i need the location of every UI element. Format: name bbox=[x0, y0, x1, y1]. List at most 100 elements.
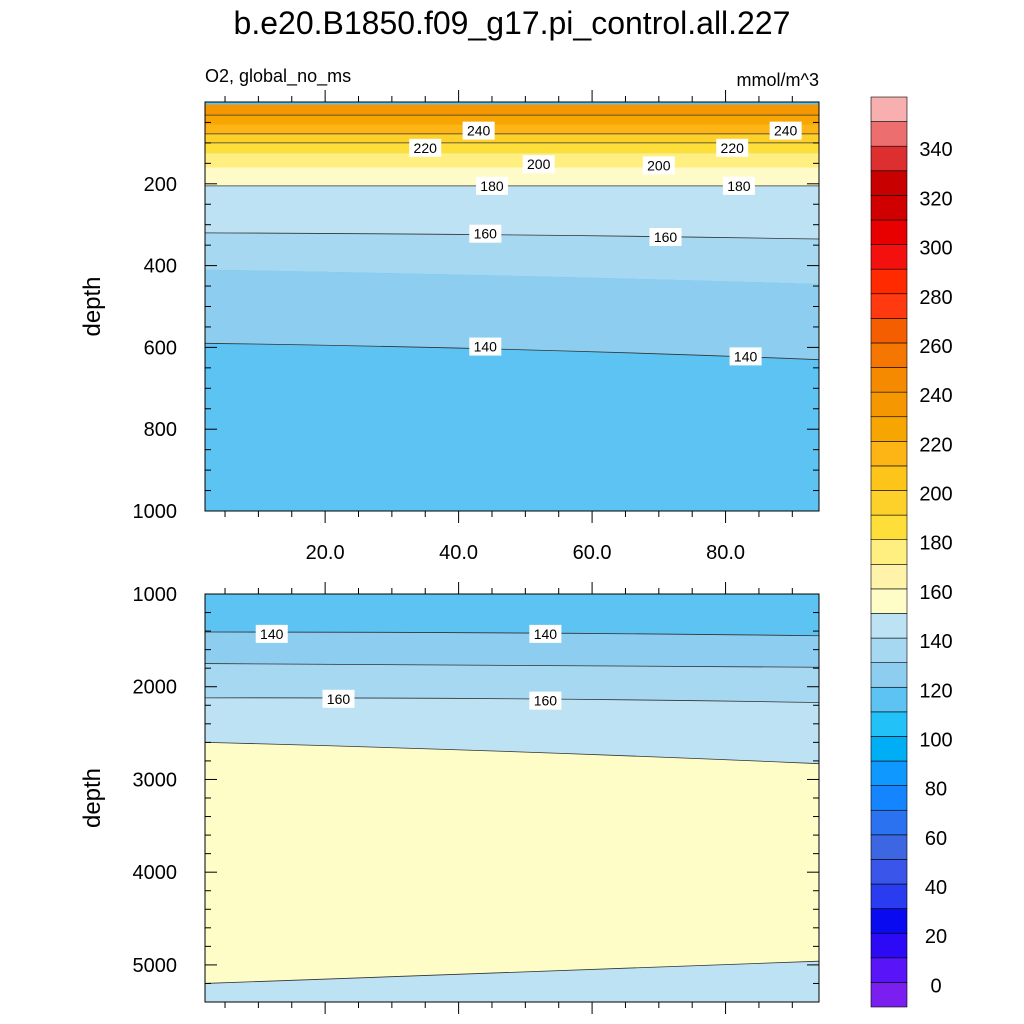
colorbar-swatch bbox=[870, 367, 908, 393]
contour-label: 220 bbox=[716, 138, 749, 157]
contour-band bbox=[205, 697, 819, 764]
colorbar-swatch bbox=[870, 588, 908, 614]
svg-text:240: 240 bbox=[467, 123, 491, 139]
contour-label: 140 bbox=[255, 624, 288, 643]
contour-band bbox=[205, 185, 819, 240]
svg-text:240: 240 bbox=[774, 123, 798, 139]
colorbar-swatch bbox=[870, 760, 908, 786]
colorbar-swatch bbox=[870, 268, 908, 295]
svg-text:160: 160 bbox=[534, 693, 558, 709]
y-axis-label: depth bbox=[79, 276, 106, 336]
contour-line-150 bbox=[205, 663, 819, 668]
y-tick-label: 1000 bbox=[133, 501, 178, 523]
contour-band bbox=[205, 104, 819, 116]
colorbar-swatch bbox=[870, 859, 908, 885]
colorbar-swatch bbox=[870, 195, 908, 221]
colorbar-swatch bbox=[870, 613, 908, 639]
contour-band bbox=[205, 663, 819, 703]
colorbar-swatch bbox=[870, 170, 908, 196]
colorbar-tick-label: 240 bbox=[919, 385, 952, 407]
colorbar-tick-label: 340 bbox=[919, 139, 952, 161]
colorbar-swatch bbox=[870, 957, 908, 983]
y-tick-label: 600 bbox=[144, 337, 177, 359]
contour-band bbox=[205, 269, 819, 360]
svg-text:140: 140 bbox=[474, 339, 498, 355]
colorbar-tick-label: 120 bbox=[919, 680, 952, 702]
svg-text:220: 220 bbox=[721, 140, 745, 156]
colorbar-swatch bbox=[870, 563, 908, 590]
units-label: mmol/m^3 bbox=[737, 70, 819, 90]
contour-band bbox=[205, 124, 819, 134]
colorbar-swatch bbox=[870, 219, 908, 245]
colorbar-swatch bbox=[870, 96, 908, 122]
svg-text:140: 140 bbox=[260, 626, 284, 642]
contour-line-170 bbox=[205, 741, 819, 765]
colorbar-tick-label: 140 bbox=[919, 631, 952, 653]
variable-label: O2, global_no_ms bbox=[205, 66, 351, 87]
x-tick-label: 40.0 bbox=[439, 542, 478, 564]
colorbar-swatch bbox=[870, 490, 908, 516]
svg-text:140: 140 bbox=[734, 348, 758, 364]
colorbar-swatch bbox=[870, 982, 908, 1008]
contour-band bbox=[205, 961, 819, 1002]
colorbar-swatch bbox=[870, 834, 908, 860]
colorbar-swatch bbox=[870, 514, 908, 541]
colorbar-swatch bbox=[870, 293, 908, 319]
lower-panel: 140 140 160 160 1000 2000 3000 4000 5000 depth bbox=[79, 582, 820, 1014]
upper-panel: 240 240 220 220 200 200 180 180 160 160 140 140 200 4… bbox=[79, 90, 820, 564]
contour-line-160 bbox=[205, 697, 819, 703]
svg-text:220: 220 bbox=[414, 140, 438, 156]
colorbar-tick-label: 180 bbox=[919, 533, 952, 555]
contour-band bbox=[205, 742, 819, 984]
colorbar-swatch bbox=[870, 637, 908, 663]
colorbar: 0 20 40 60 80 100 120 140 160 180 200 220 240 260 280 3… bbox=[870, 96, 953, 1008]
y-tick-label: 4000 bbox=[133, 862, 178, 884]
y-tick-label: 800 bbox=[144, 419, 177, 441]
colorbar-tick-label: 100 bbox=[919, 729, 952, 751]
colorbar-swatch bbox=[870, 662, 908, 688]
colorbar-tick-label: 300 bbox=[919, 238, 952, 260]
y-tick-label: 5000 bbox=[133, 955, 178, 977]
colorbar-swatch bbox=[870, 686, 908, 713]
x-tick-label: 60.0 bbox=[573, 542, 612, 564]
colorbar-swatch bbox=[870, 145, 908, 172]
colorbar-tick-label: 0 bbox=[930, 975, 941, 997]
colorbar-tick-label: 160 bbox=[919, 582, 952, 604]
contour-label: 140 bbox=[729, 347, 762, 366]
svg-text:160: 160 bbox=[327, 691, 351, 707]
svg-text:140: 140 bbox=[534, 626, 558, 642]
colorbar-swatch bbox=[870, 465, 908, 491]
colorbar-tick-label: 80 bbox=[925, 779, 947, 801]
x-tick-label: 20.0 bbox=[306, 542, 345, 564]
contour-band bbox=[205, 142, 819, 154]
colorbar-swatch bbox=[870, 736, 908, 762]
svg-text:160: 160 bbox=[474, 226, 498, 242]
colorbar-swatch bbox=[870, 121, 908, 147]
svg-text:200: 200 bbox=[647, 157, 671, 173]
y-axis-label: depth bbox=[79, 768, 106, 828]
colorbar-tick-label: 220 bbox=[919, 434, 952, 456]
colorbar-swatch bbox=[870, 932, 908, 959]
chart-title: b.e20.B1850.f09_g17.pi_control.all.227 bbox=[234, 5, 791, 41]
contour-label: 160 bbox=[322, 689, 355, 708]
svg-text:180: 180 bbox=[480, 178, 504, 194]
contour-label: 200 bbox=[642, 156, 675, 175]
contour-band bbox=[205, 133, 819, 143]
contour-line-140 bbox=[205, 631, 819, 637]
colorbar-tick-label: 280 bbox=[919, 287, 952, 309]
colorbar-swatch bbox=[870, 342, 908, 368]
colorbar-swatch bbox=[870, 539, 908, 565]
contour-label: 160 bbox=[649, 227, 682, 246]
y-tick-label: 200 bbox=[144, 174, 177, 196]
colorbar-swatch bbox=[870, 416, 908, 442]
colorbar-swatch bbox=[870, 809, 908, 836]
colorbar-swatch bbox=[870, 785, 908, 811]
contour-label: 160 bbox=[469, 224, 502, 243]
contour-label: 200 bbox=[522, 155, 555, 174]
y-tick-label: 3000 bbox=[133, 769, 178, 791]
colorbar-swatch bbox=[870, 441, 908, 467]
colorbar-tick-label: 320 bbox=[919, 188, 952, 210]
colorbar-tick-label: 260 bbox=[919, 336, 952, 358]
contour-label: 240 bbox=[769, 121, 802, 140]
